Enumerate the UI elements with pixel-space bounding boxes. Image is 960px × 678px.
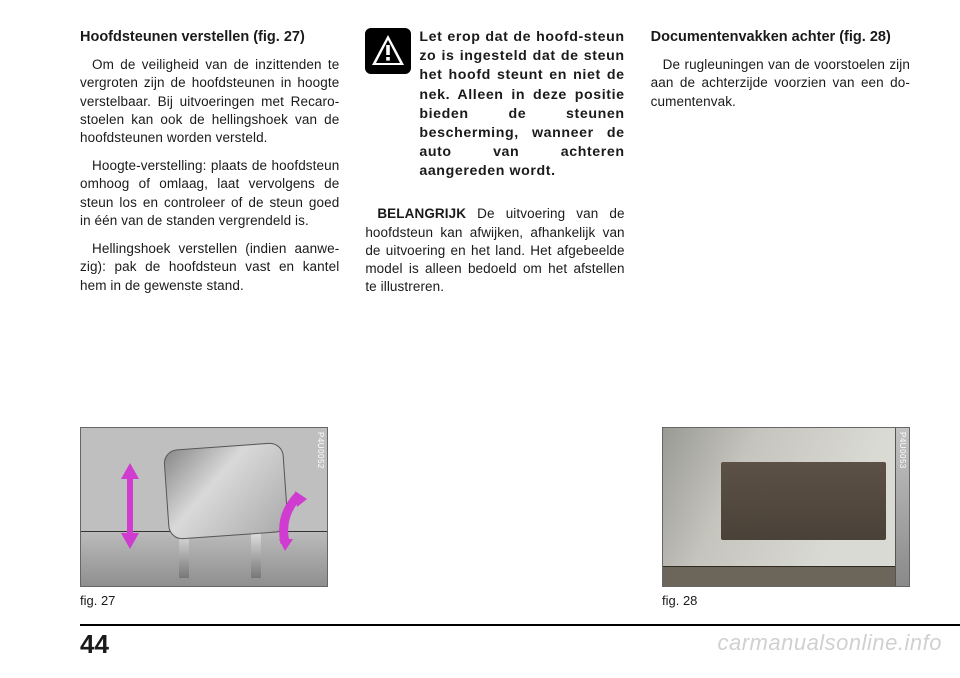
important-paragraph: BELANGRIJK De uitvoering van de hoofdste… — [365, 205, 624, 296]
arrow-vertical-icon — [119, 463, 141, 549]
paragraph: Hoogte-verstelling: plaats de hoofdsteun… — [80, 157, 339, 230]
heading-docpocket: Documentenvakken achter (fig. 28) — [651, 28, 910, 46]
column-2: Let erop dat de hoofd-steun zo is ingest… — [365, 28, 624, 306]
page-number: 44 — [80, 629, 109, 660]
important-label: BELANGRIJK — [377, 206, 466, 221]
figure-27-code: P4U0052 — [316, 432, 325, 469]
warning-box: Let erop dat de hoofd-steun zo is ingest… — [365, 28, 624, 181]
watermark: carmanualsonline.info — [717, 630, 942, 656]
figure-28: P4U0053 fig. 28 — [662, 427, 910, 608]
footer-rule — [80, 624, 960, 626]
arrow-tilt-icon — [271, 491, 307, 551]
heading-headrest: Hoofdsteunen verstellen (fig. 27) — [80, 28, 339, 46]
paragraph: Hellingshoek verstellen (indien aanwe-zi… — [80, 240, 339, 295]
paragraph: Om de veiligheid van de inzittenden te v… — [80, 56, 339, 147]
figure-27: P4U0052 fig. 27 — [80, 427, 328, 608]
paragraph: De rugleuningen van de voorstoelen zijn … — [651, 56, 910, 111]
figure-27-caption: fig. 27 — [80, 593, 328, 608]
column-3: Documentenvakken achter (fig. 28) De rug… — [651, 28, 910, 306]
column-1: Hoofdsteunen verstellen (fig. 27) Om de … — [80, 28, 339, 306]
figure-28-image: P4U0053 — [662, 427, 910, 587]
figure-27-image: P4U0052 — [80, 427, 328, 587]
figure-28-code: P4U0053 — [898, 432, 907, 469]
warning-triangle-icon — [365, 28, 411, 74]
figure-28-caption: fig. 28 — [662, 593, 910, 608]
warning-text: Let erop dat de hoofd-steun zo is ingest… — [419, 28, 624, 181]
